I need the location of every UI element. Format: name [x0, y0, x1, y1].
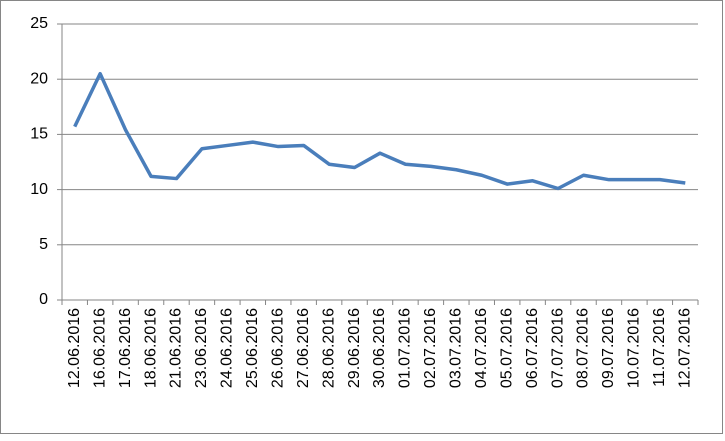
x-tick-label: 30.06.2016	[371, 308, 388, 388]
x-tick-label: 17.06.2016	[117, 308, 134, 388]
y-tick-label: 15	[30, 126, 48, 143]
x-tick-label: 10.07.2016	[626, 308, 643, 388]
x-tick-label: 16.06.2016	[91, 308, 108, 388]
x-tick-label: 18.06.2016	[142, 308, 159, 388]
x-tick-label: 21.06.2016	[168, 308, 185, 388]
x-tick-label: 27.06.2016	[295, 308, 312, 388]
x-tick-label: 24.06.2016	[219, 308, 236, 388]
x-tick-label: 26.06.2016	[269, 308, 286, 388]
x-tick-label: 08.07.2016	[575, 308, 592, 388]
x-tick-label: 06.07.2016	[524, 308, 541, 388]
x-tick-label: 12.06.2016	[66, 308, 83, 388]
data-line	[73, 71, 686, 191]
x-tick-label: 11.07.2016	[651, 308, 668, 387]
x-tick-label: 29.06.2016	[346, 308, 363, 388]
x-tick-label: 01.07.2016	[397, 308, 414, 388]
x-tick-label: 05.07.2016	[498, 308, 515, 388]
x-tick-label: 07.07.2016	[549, 308, 566, 388]
x-tick-label: 23.06.2016	[193, 308, 210, 388]
x-tick-label: 03.07.2016	[448, 308, 465, 388]
x-tick-label: 28.06.2016	[320, 308, 337, 388]
x-tick-label: 02.07.2016	[422, 308, 439, 388]
y-tick-label: 0	[39, 291, 48, 308]
x-tick-label: 12.07.2016	[676, 308, 693, 388]
x-tick-label: 25.06.2016	[244, 308, 261, 388]
y-tick-label: 5	[39, 236, 48, 253]
y-tick-label: 10	[30, 181, 48, 198]
y-tick-label: 25	[30, 15, 48, 32]
y-tick-label: 20	[30, 70, 48, 87]
x-tick-label: 04.07.2016	[473, 308, 490, 388]
x-tick-label: 09.07.2016	[600, 308, 617, 388]
